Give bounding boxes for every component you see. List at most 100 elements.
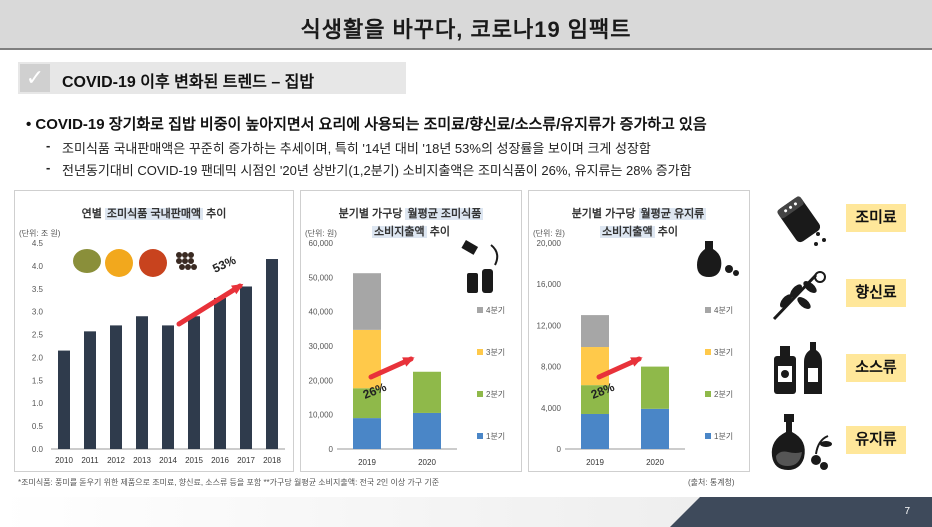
unit-label: (단위: 조 원): [19, 228, 61, 238]
footnote: *조미식품: 풍미를 돋우기 위한 제품으로 조미료, 향신료, 소스류 등을 …: [18, 478, 440, 487]
y-tick-label: 2.0: [32, 353, 44, 362]
stacked-bar-segment: [353, 329, 381, 389]
x-tick-label: 2016: [211, 456, 229, 465]
y-tick-label: 4.5: [32, 239, 44, 248]
bullet-main: • COVID-19 장기화로 집밥 비중이 높아지면서 요리에 사용되는 조미…: [26, 116, 707, 133]
sauce-bottle-icon: [467, 273, 478, 293]
oil-bottle-icon: [697, 241, 722, 277]
y-tick-label: 20,000: [537, 239, 562, 248]
footer-dark-band: [670, 497, 932, 527]
y-tick-label: 0.0: [32, 445, 44, 454]
unit-label: (단위: 원): [305, 228, 337, 238]
side-item-sauce: 소스류: [766, 338, 916, 398]
chart-panel-sales: 연별 조미식품 국내판매액 추이 (단위: 조 원) 0.0 0.5 1.0 1.5 2.…: [14, 190, 294, 472]
bar: [162, 325, 174, 449]
y-tick-label: 0: [557, 445, 562, 454]
growth-label: 53%: [210, 253, 238, 276]
bay-leaf-illustration: [73, 249, 101, 273]
y-tick-label: 0: [329, 445, 334, 454]
dash: -: [46, 160, 51, 175]
side-label-oil: 유지류: [846, 426, 906, 454]
growth-arrow-head: [231, 283, 244, 295]
bar: [58, 350, 70, 449]
sauce-bottle-icon: [482, 269, 493, 293]
y-tick-label: 16,000: [537, 280, 562, 289]
footer-gradient: [0, 497, 700, 527]
x-tick-label: 2010: [55, 456, 73, 465]
y-tick-label: 50,000: [309, 273, 334, 282]
dash: -: [46, 138, 51, 153]
chart-panel-oil: 분기별 가구당 월평균 유지류 소비지출액 추이 (단위: 원) 0 4,000 8,…: [528, 190, 750, 472]
title-bar: 식생활을 바꾸다, 코로나19 임팩트: [0, 0, 932, 50]
chart-seasoning-stacked: (단위: 원) 0 10,000 20,000 30,000 40,000 50,000 60…: [305, 228, 505, 467]
chart-sales-bars: (단위: 조 원) 0.0 0.5 1.0 1.5 2.0 2.5 3.0 3.5 4.0 4.5 2…: [19, 228, 285, 465]
side-label-sauce: 소스류: [846, 354, 906, 382]
chart-title: 분기별 가구당 월평균 유지류: [571, 208, 707, 220]
oil-bottle-icon: [771, 414, 832, 470]
legend-label: 4분기: [714, 306, 733, 315]
chart-oil-stacked: (단위: 원) 0 4,000 8,000 12,000 16,000 20,000 2019…: [533, 228, 739, 467]
chart-title-line2: 소비지출액 추이: [600, 226, 678, 238]
bullet-sub-1-text: 조미식품 국내판매액은 꾸준히 증가하는 추세이며, 특히 '14년 대비 '1…: [62, 141, 651, 156]
y-tick-label: 3.0: [32, 308, 44, 317]
stacked-bar-segment: [641, 366, 669, 409]
y-tick-label: 60,000: [309, 239, 334, 248]
stacked-bar-segment: [581, 347, 609, 386]
chart-title: 분기별 가구당 월평균 조미식품: [338, 208, 484, 220]
peppercorn-illustration: [176, 258, 182, 264]
stacked-bar-segment: [353, 418, 381, 449]
side-label-spice: 향신료: [846, 279, 906, 307]
legend-swatch: [477, 391, 483, 397]
salt-shaker-icon: [777, 196, 826, 246]
stacked-bar-segment: [581, 315, 609, 348]
growth-arrow-shaft: [176, 283, 243, 327]
stacked-bar-segment: [353, 388, 381, 419]
x-tick-label: 2014: [159, 456, 177, 465]
legend-label: 4분기: [486, 306, 505, 315]
check-icon: ✓: [20, 64, 50, 92]
herb-icon: [772, 271, 826, 321]
y-tick-label: 8,000: [541, 363, 562, 372]
bar: [266, 259, 278, 449]
legend-swatch: [705, 433, 711, 439]
sauce-bottles-icon: [774, 342, 822, 394]
peppercorn-illustration: [179, 264, 185, 270]
side-label-seasoning: 조미료: [846, 204, 906, 232]
chart-title: 연별 조미식품 국내판매액 추이: [81, 208, 227, 220]
stacked-bar-segment: [581, 413, 609, 449]
turmeric-illustration: [105, 249, 133, 277]
peppercorn-illustration: [185, 264, 191, 270]
x-tick-label: 2019: [358, 458, 376, 467]
side-item-spice: 향신료: [766, 263, 916, 323]
legend-swatch: [477, 307, 483, 313]
peppercorn-illustration: [188, 252, 194, 258]
unit-label: (단위: 원): [533, 228, 565, 238]
legend-swatch: [705, 307, 711, 313]
x-tick-label: 2019: [586, 458, 604, 467]
peppercorn-illustration: [188, 258, 194, 264]
legend-label: 3분기: [714, 348, 733, 357]
bullet-sub-2-text: 전년동기대비 COVID-19 팬데믹 시점인 '20년 상반기(1,2분기) …: [62, 163, 692, 178]
chart-panel-seasoning: 분기별 가구당 월평균 조미식품 소비지출액 추이 (단위: 원) 0 10,000…: [300, 190, 522, 472]
growth-arrow-head: [630, 357, 643, 367]
x-tick-label: 2020: [646, 458, 664, 467]
stacked-bar-segment: [581, 385, 609, 414]
y-tick-label: 0.5: [32, 422, 44, 431]
peppercorn-illustration: [176, 252, 182, 258]
source-note: (출처: 통계청): [688, 478, 735, 487]
legend-label: 1분기: [486, 432, 505, 441]
footer-bar: 7: [0, 497, 932, 527]
side-item-oil: 유지류: [766, 410, 916, 470]
peppercorn-illustration: [191, 264, 197, 270]
x-tick-label: 2012: [107, 456, 125, 465]
bar: [214, 297, 226, 449]
bar: [84, 331, 96, 449]
peppercorn-illustration: [182, 252, 188, 258]
legend-label: 2분기: [714, 390, 733, 399]
x-tick-label: 2020: [418, 458, 436, 467]
stacked-bar-segment: [353, 273, 381, 330]
x-tick-label: 2011: [81, 456, 99, 465]
paprika-illustration: [139, 249, 167, 277]
seasoning-shaker-icon: [461, 240, 479, 255]
x-tick-label: 2015: [185, 456, 203, 465]
